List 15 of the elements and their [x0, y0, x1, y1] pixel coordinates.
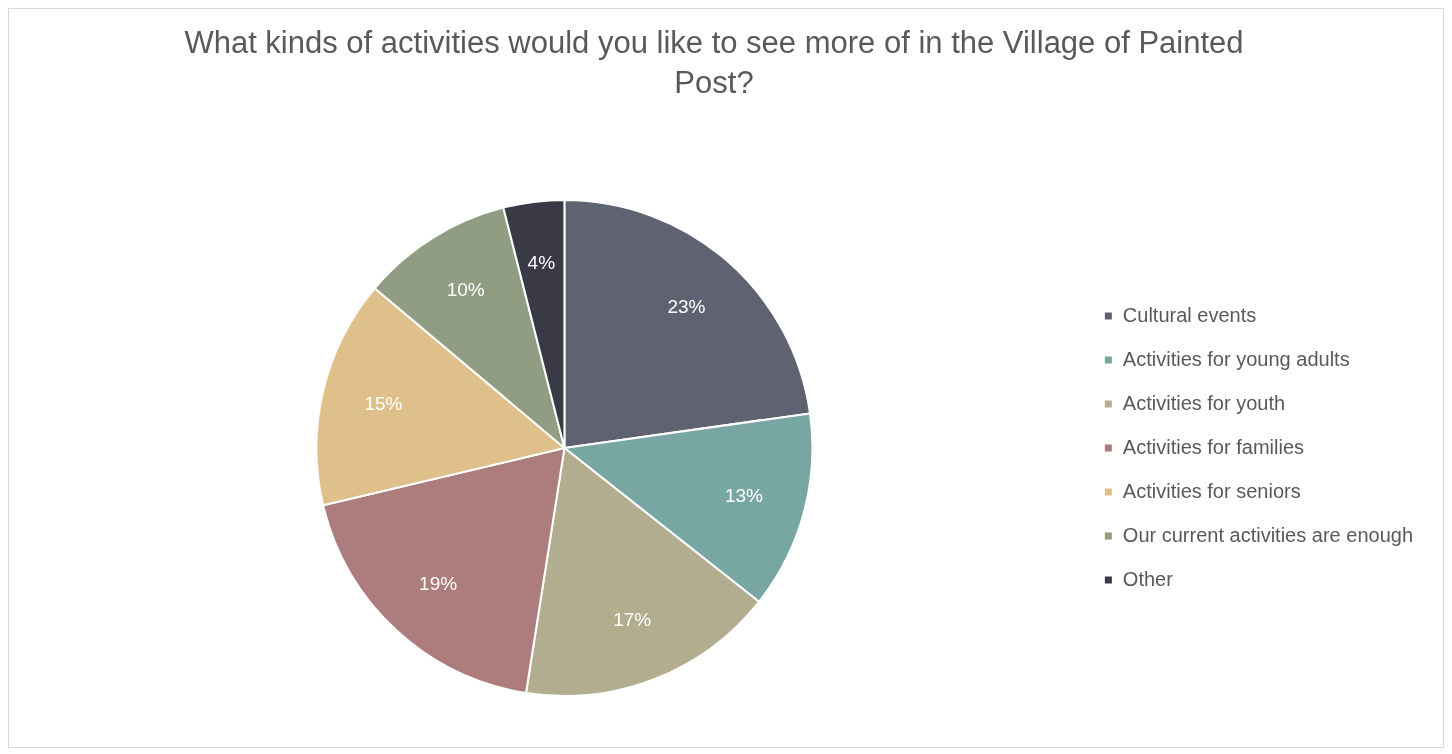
chart-title: What kinds of activities would you like to see more of in the Village of Painted Post? [183, 24, 1245, 102]
data-label: 19% [419, 572, 458, 594]
data-label: 13% [724, 484, 764, 506]
legend-label: Activities for seniors [1122, 479, 1301, 502]
legend-label: Other [1122, 567, 1174, 590]
legend-label: Cultural events [1122, 303, 1257, 326]
legend-label: Activities for youth [1122, 391, 1286, 414]
legend-label: Our current activities are enough [1122, 523, 1414, 546]
legend-label: Activities for families [1122, 435, 1305, 458]
data-label: 23% [667, 295, 706, 317]
data-label: 17% [613, 609, 652, 631]
data-label: 10% [446, 278, 485, 300]
data-label: 4% [527, 251, 556, 273]
data-label: 15% [364, 393, 403, 415]
legend-label: Activities for young adults [1122, 347, 1350, 370]
